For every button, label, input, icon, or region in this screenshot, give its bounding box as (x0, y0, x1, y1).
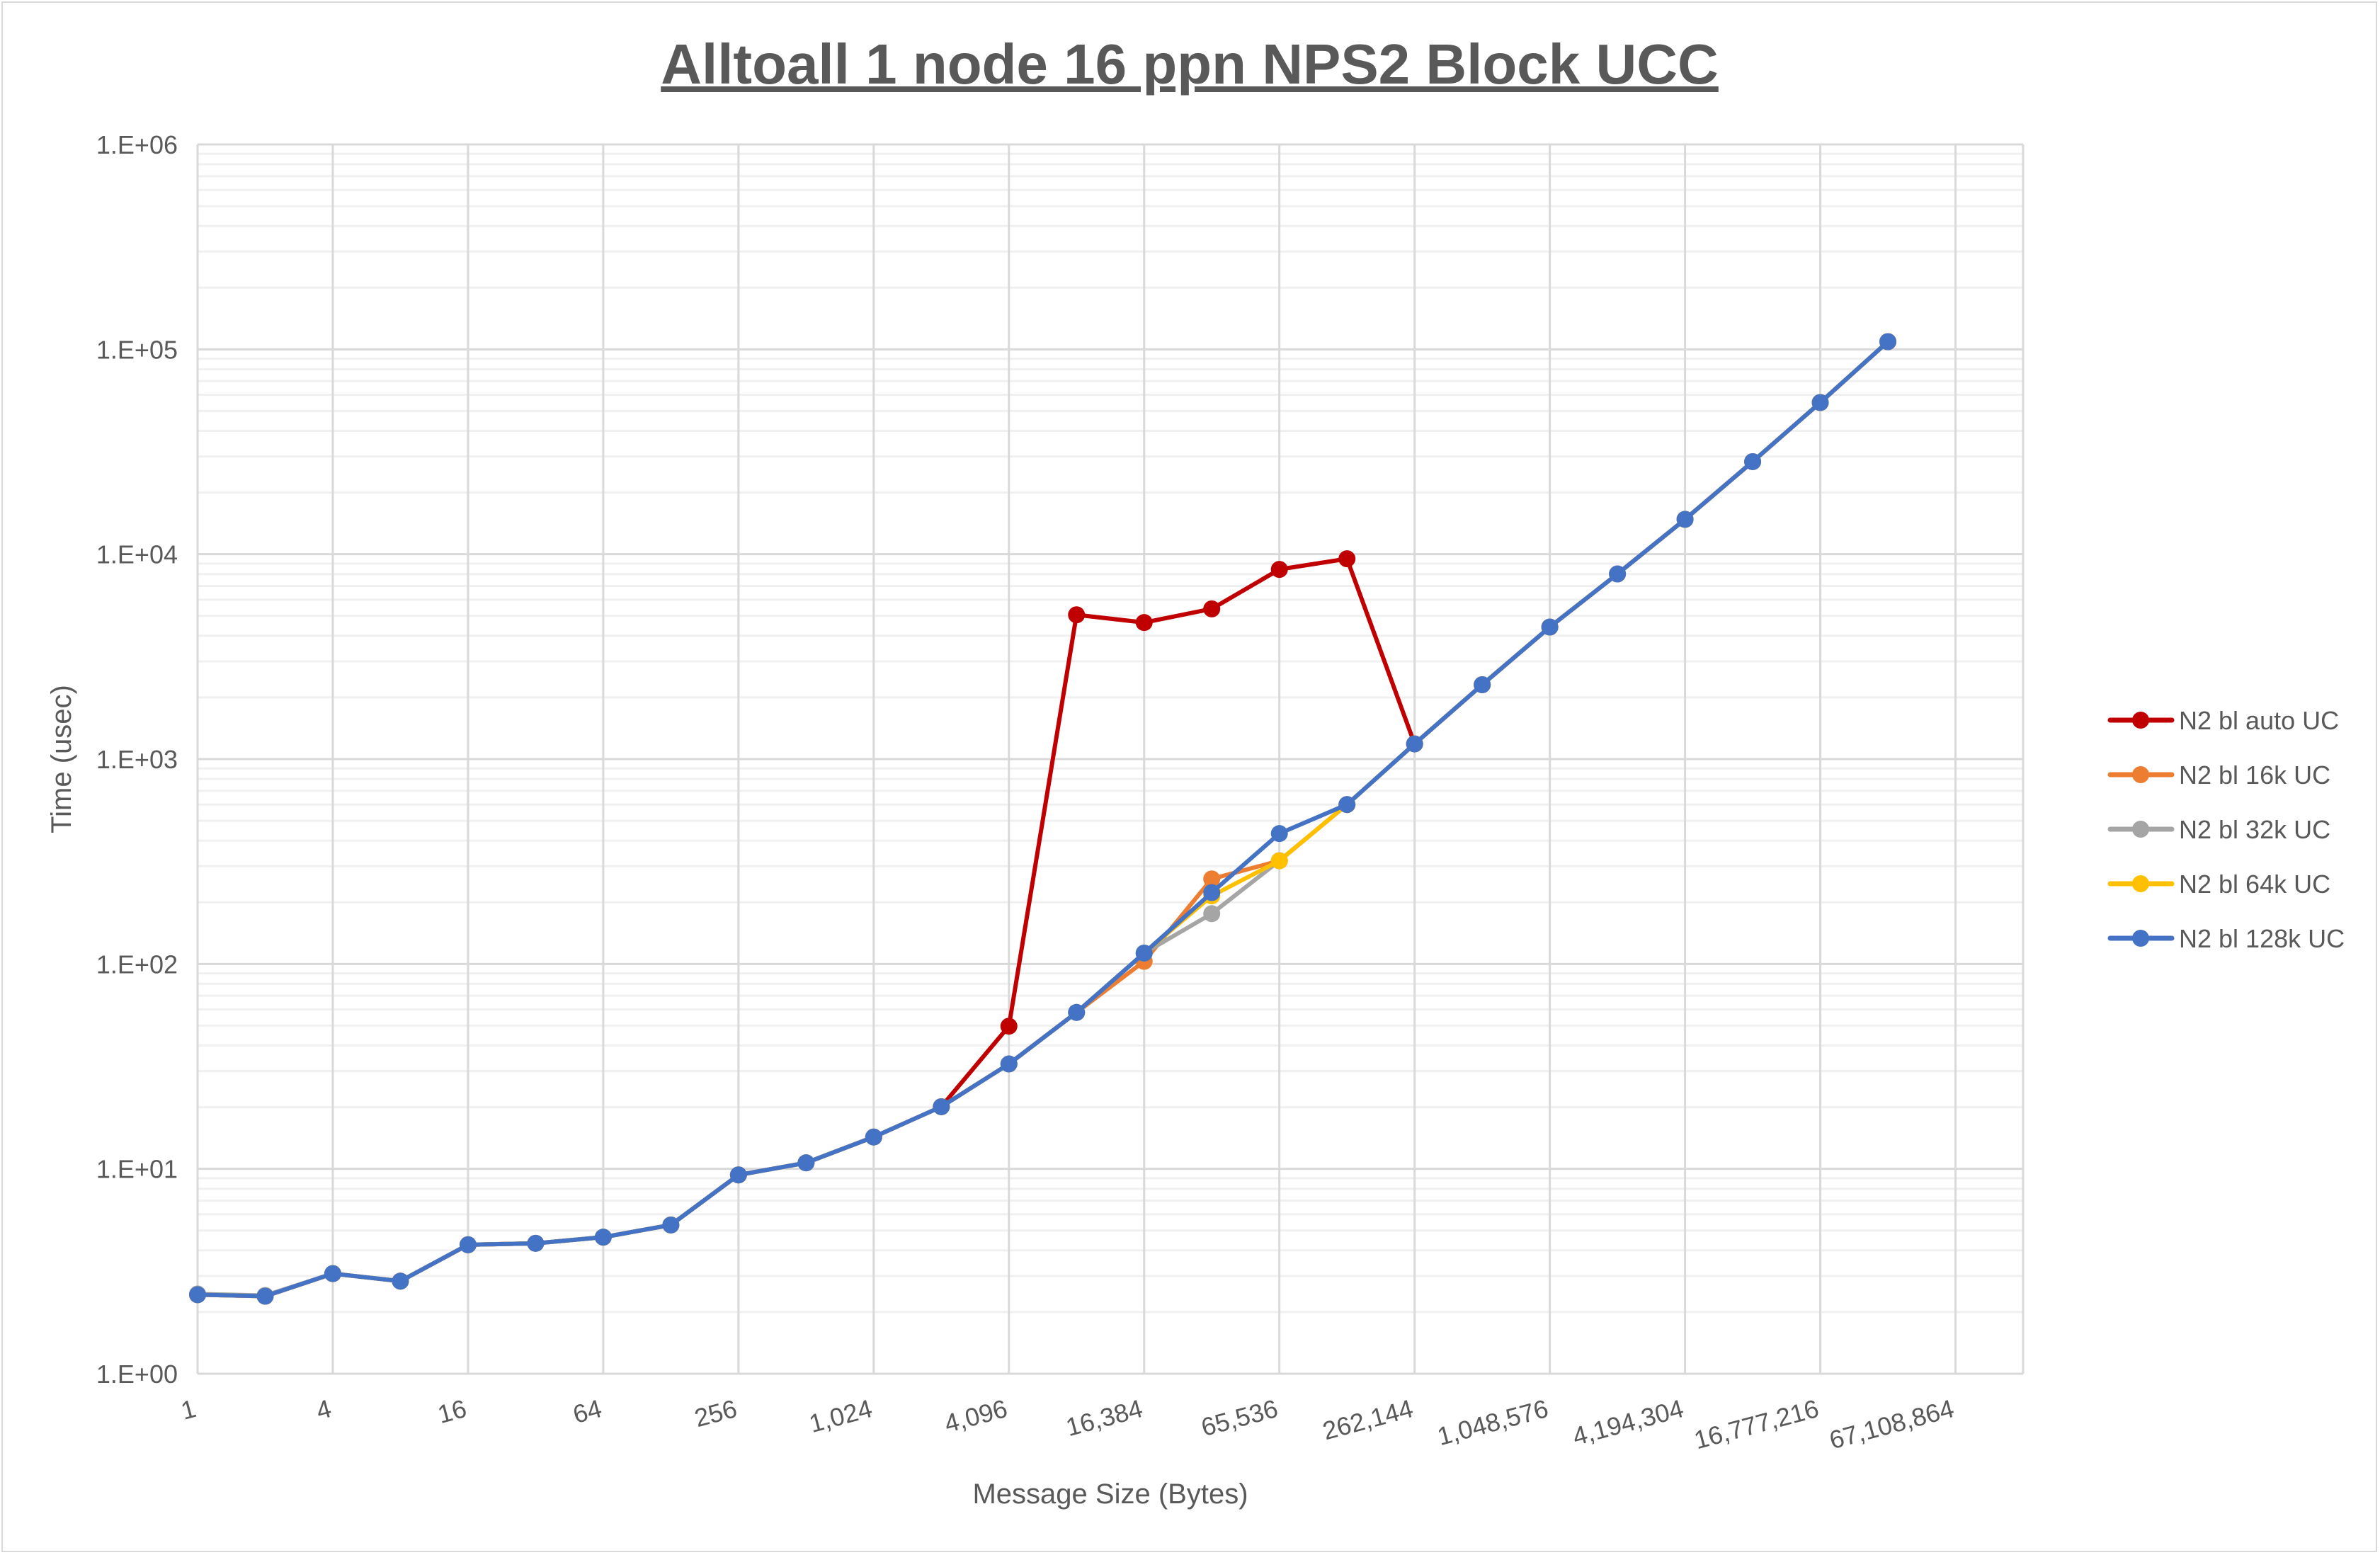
legend-dot-marker (2132, 821, 2149, 838)
legend-item: N2 bl 32k UC (2107, 815, 2330, 844)
data-point (729, 1166, 747, 1184)
data-point (1203, 905, 1221, 923)
series-line (195, 339, 1891, 1299)
y-tick-label: 1.E+01 (96, 1155, 178, 1184)
data-point (1135, 614, 1153, 632)
y-tick-label: 1.E+04 (96, 540, 178, 569)
y-tick-label: 1.E+00 (96, 1360, 178, 1389)
x-axis-label: Message Size (Bytes) (972, 1479, 1248, 1510)
y-axis-ticks: 1.E+00 1.E+01 1.E+02 1.E+03 1.E+04 1.E+05 1.E+… (96, 130, 178, 1389)
y-axis-label: Time (usec) (46, 685, 77, 833)
data-point (1744, 452, 1762, 470)
legend-label: N2 bl 32k UC (2179, 815, 2330, 844)
data-point (1338, 796, 1356, 814)
series-group (189, 333, 1897, 1305)
legend-dot-marker (2132, 712, 2149, 729)
y-tick-label: 1.E+05 (96, 335, 178, 364)
data-point (1203, 600, 1221, 617)
data-point (1609, 565, 1627, 583)
data-point (189, 1286, 206, 1304)
legend-label: N2 bl 128k UC (2179, 924, 2345, 953)
legend-dot-marker (2132, 930, 2149, 947)
data-point (256, 1287, 274, 1305)
data-point (797, 1154, 815, 1172)
y-tick-label: 1.E+03 (96, 745, 178, 774)
legend-item: N2 bl 64k UC (2107, 870, 2330, 899)
legend-dot-marker (2132, 766, 2149, 783)
data-point (1068, 606, 1086, 624)
data-point (1068, 1003, 1086, 1021)
data-point (662, 1216, 680, 1234)
data-point (1406, 735, 1423, 753)
data-point (1203, 884, 1221, 901)
data-point (459, 1236, 477, 1253)
data-point (1338, 550, 1356, 568)
legend-item: N2 bl auto UC (2107, 706, 2339, 735)
chart-title: Alltoall 1 node 16 ppn NPS2 Block UCC (661, 33, 1719, 96)
data-point (1879, 333, 1897, 351)
legend-dot-marker (2132, 875, 2149, 892)
data-point (1135, 944, 1153, 962)
series-n2-bl-128k-uc (189, 333, 1897, 1305)
legend-item: N2 bl 128k UC (2107, 924, 2345, 953)
legend-label: N2 bl 16k UC (2179, 761, 2330, 790)
data-point (1474, 676, 1491, 694)
legend-label: N2 bl auto UC (2179, 706, 2339, 735)
data-point (1541, 618, 1559, 636)
data-point (1000, 1018, 1018, 1035)
data-point (865, 1128, 882, 1146)
data-point (594, 1229, 612, 1246)
data-point (1270, 561, 1288, 579)
y-tick-label: 1.E+02 (96, 950, 178, 979)
data-point (1676, 511, 1694, 528)
data-point (527, 1234, 545, 1252)
gridlines (196, 143, 2025, 1375)
data-point (1203, 870, 1221, 888)
data-point (1000, 1055, 1018, 1073)
data-point (1811, 394, 1829, 411)
data-point (1270, 852, 1288, 870)
data-point (933, 1098, 950, 1115)
data-point (392, 1272, 409, 1290)
legend: N2 bl auto UC N2 bl 16k UC N2 bl 32k UC N2 … (2107, 706, 2345, 953)
legend-label: N2 bl 64k UC (2179, 870, 2330, 899)
data-point (1270, 825, 1288, 843)
data-point (324, 1265, 341, 1282)
y-tick-label: 1.E+06 (96, 130, 178, 159)
legend-item: N2 bl 16k UC (2107, 761, 2330, 790)
